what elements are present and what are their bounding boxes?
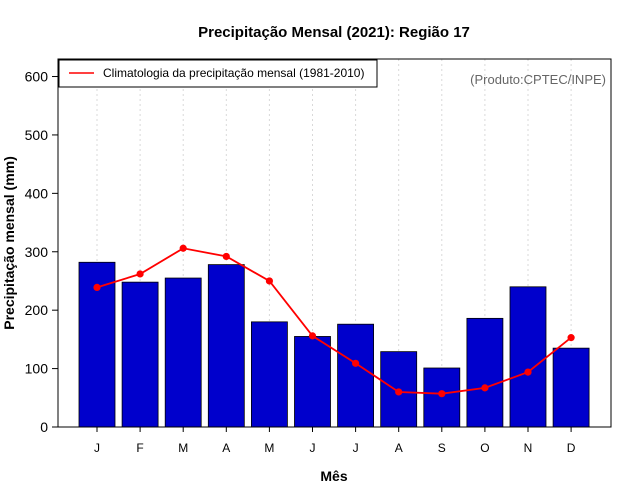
bar-12 — [552, 347, 590, 428]
y-axis: 0 100 200 300 400 500 600 — [25, 69, 58, 435]
x-tick-label: J — [94, 441, 100, 455]
bar-10 — [466, 317, 504, 428]
chart-title: Precipitação Mensal (2021): Região 17 — [198, 24, 470, 41]
legend-box — [58, 59, 378, 88]
x-tick-label: N — [524, 441, 533, 455]
bar-6 — [294, 336, 331, 428]
x-tick-label: M — [178, 441, 188, 455]
climatology-line — [96, 247, 572, 395]
climatology-line-group — [93, 244, 575, 398]
bar-11 — [509, 286, 547, 428]
climatology-point-8 — [395, 388, 403, 396]
climatology-point-3 — [179, 244, 187, 252]
x-tick-label: J — [353, 441, 359, 455]
climatology-point-5 — [265, 277, 273, 285]
x-tick-label: F — [136, 441, 143, 455]
legend-entry-climatology: Climatologia da precipitação mensal (198… — [103, 66, 364, 80]
x-tick-label: A — [222, 441, 230, 455]
y-tick-label: 200 — [25, 302, 49, 318]
bar-7 — [337, 323, 375, 428]
x-tick-label: J — [310, 441, 316, 455]
y-axis-label: Precipitação mensal (mm) — [1, 156, 17, 330]
climatology-point-9 — [438, 390, 446, 398]
bar-9 — [423, 367, 461, 428]
y-tick-label: 400 — [25, 185, 49, 201]
bar-2 — [121, 281, 159, 428]
x-tick-label: A — [395, 441, 403, 455]
x-tick-label: O — [480, 441, 489, 455]
x-tick-label: M — [264, 441, 274, 455]
legend: Climatologia da precipitação mensal (198… — [58, 59, 378, 88]
x-axis-label: Mês — [320, 468, 347, 484]
y-tick-label: 300 — [25, 244, 49, 260]
climatology-point-6 — [308, 332, 317, 340]
y-tick-label: 100 — [25, 361, 49, 377]
y-tick-label: 600 — [25, 69, 49, 85]
climatology-point-4 — [222, 252, 230, 261]
y-tick-label: 500 — [25, 127, 49, 143]
bars-group — [78, 261, 590, 428]
climatology-point-1 — [93, 283, 101, 291]
bar-5 — [250, 321, 288, 428]
climatology-point-12 — [567, 334, 575, 342]
climatology-point-10 — [481, 384, 489, 392]
y-tick-label: 0 — [40, 419, 48, 435]
climatology-point-11 — [524, 368, 532, 376]
bar-4 — [207, 264, 245, 428]
source-annotation: (Produto:CPTEC/INPE) — [470, 72, 606, 87]
climatology-point-7 — [352, 359, 360, 367]
bar-3 — [164, 277, 202, 428]
x-tick-label: S — [438, 441, 446, 455]
plot-frame — [57, 58, 612, 428]
x-tick-label: D — [567, 441, 576, 455]
climatology-point-2 — [136, 270, 144, 278]
